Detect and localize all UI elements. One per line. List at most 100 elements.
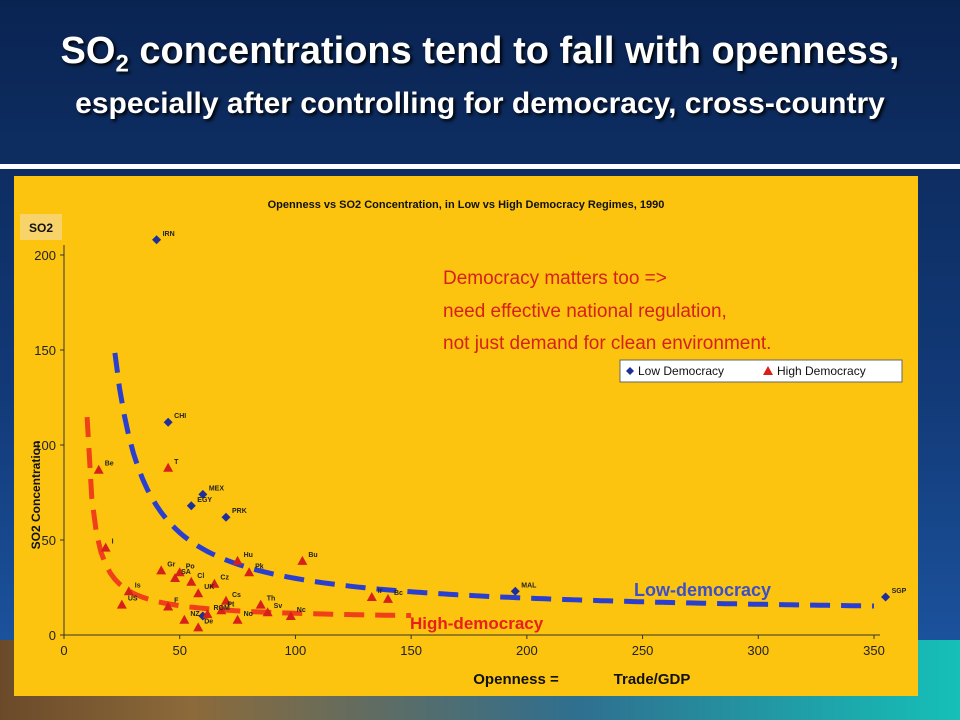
y-tick-label: 200 bbox=[34, 248, 56, 263]
legend-box bbox=[619, 359, 903, 383]
high-democracy-point bbox=[163, 601, 174, 611]
x-tick-label: 50 bbox=[172, 643, 186, 658]
point-label: Gr bbox=[167, 561, 175, 568]
high-democracy-curve-label: High-democracy bbox=[410, 614, 544, 633]
point-label: IRN bbox=[163, 231, 175, 238]
x-tick-label: 0 bbox=[60, 643, 67, 658]
x-axis-label-right: Trade/GDP bbox=[614, 671, 691, 688]
x-tick-label: 100 bbox=[285, 643, 307, 658]
annotation-line-3: not just demand for clean environment. bbox=[443, 333, 771, 354]
point-label: CHI bbox=[174, 413, 186, 420]
x-tick-label: 350 bbox=[863, 643, 885, 658]
legend-high-democracy-marker bbox=[763, 366, 773, 375]
high-democracy-fit-curve bbox=[84, 416, 412, 618]
point-label: Nc bbox=[297, 607, 306, 614]
high-democracy-point bbox=[100, 542, 111, 552]
high-democracy-point bbox=[232, 614, 243, 624]
high-democracy-point bbox=[174, 567, 185, 577]
point-label: Bc bbox=[394, 590, 403, 597]
high-democracy-point bbox=[93, 464, 104, 474]
y-tick-label: 150 bbox=[34, 343, 56, 358]
title-subscript: 2 bbox=[115, 50, 129, 78]
x-tick-label: 250 bbox=[632, 643, 654, 658]
low-democracy-fit-curve bbox=[112, 352, 875, 609]
point-label: No bbox=[244, 611, 253, 618]
high-democracy-point bbox=[170, 573, 181, 582]
low-democracy-curve-label: Low-democracy bbox=[634, 580, 771, 600]
high-democracy-point bbox=[232, 555, 243, 565]
point-label: PRK bbox=[232, 508, 247, 515]
point-label: SA bbox=[181, 569, 191, 576]
high-democracy-point bbox=[202, 609, 213, 619]
title-rest: concentrations tend to fall with opennes… bbox=[128, 30, 900, 72]
high-democracy-point bbox=[244, 567, 255, 577]
title-line-1: SO2 concentrations tend to fall with ope… bbox=[0, 30, 960, 86]
high-democracy-point bbox=[383, 593, 393, 603]
point-label: Po bbox=[186, 563, 195, 570]
low-democracy-point bbox=[163, 417, 173, 427]
low-democracy-point bbox=[152, 235, 162, 245]
title-line-2: especially after controlling for democra… bbox=[75, 86, 885, 120]
legend-low-democracy-label: Low Democracy bbox=[638, 364, 724, 378]
high-democracy-point bbox=[193, 622, 204, 632]
y-tick-label: 0 bbox=[49, 628, 56, 643]
point-label: EGY bbox=[197, 497, 212, 504]
x-tick-label: 300 bbox=[747, 643, 769, 658]
point-label: Cs bbox=[232, 592, 241, 599]
point-label: F bbox=[174, 598, 179, 605]
high-democracy-point bbox=[262, 607, 273, 617]
high-democracy-point bbox=[216, 605, 227, 615]
point-label: US bbox=[128, 596, 138, 603]
title-so: SO bbox=[60, 30, 116, 72]
point-label: Be bbox=[105, 461, 114, 468]
point-label: T bbox=[174, 459, 179, 466]
low-democracy-point bbox=[186, 501, 196, 511]
point-label: Th bbox=[267, 596, 276, 603]
legend-low-democracy-marker bbox=[626, 367, 634, 375]
y-corner-label-box bbox=[20, 214, 62, 240]
point-label: De bbox=[204, 618, 213, 625]
high-democracy-point bbox=[156, 565, 167, 575]
title-divider bbox=[0, 164, 960, 169]
point-label: Sv bbox=[274, 603, 283, 610]
point-label: MAL bbox=[521, 582, 537, 589]
x-tick-label: 150 bbox=[400, 643, 422, 658]
low-democracy-point bbox=[221, 512, 231, 522]
high-democracy-point bbox=[366, 592, 377, 601]
high-democracy-point bbox=[193, 588, 204, 598]
high-democracy-point bbox=[163, 462, 174, 472]
point-label: ROM bbox=[213, 605, 230, 612]
point-label: I bbox=[112, 539, 114, 546]
point-label: Cz bbox=[220, 575, 229, 582]
point-label: Pk bbox=[255, 563, 264, 570]
high-democracy-point bbox=[297, 555, 308, 565]
point-label: Pt bbox=[227, 601, 235, 608]
low-democracy-point bbox=[198, 489, 208, 499]
high-democracy-point bbox=[221, 595, 231, 605]
point-label: Bu bbox=[308, 552, 317, 559]
y-axis-label: SO2 Concentration bbox=[29, 441, 43, 550]
point-label: SGP bbox=[892, 588, 907, 595]
point-label: Is bbox=[135, 582, 141, 589]
y-tick-label: 50 bbox=[42, 533, 56, 548]
high-democracy-point bbox=[255, 599, 266, 609]
point-label: Hu bbox=[244, 552, 253, 559]
point-label: Cl bbox=[197, 573, 204, 580]
low-democracy-point bbox=[881, 592, 891, 602]
low-democracy-point bbox=[510, 586, 520, 596]
point-label: MEX bbox=[209, 485, 225, 492]
slide-title: SO2 concentrations tend to fall with ope… bbox=[0, 30, 960, 122]
annotation-line-2: need effective national regulation, bbox=[443, 301, 727, 322]
y-tick-label: 100 bbox=[34, 438, 56, 453]
high-democracy-point bbox=[209, 578, 220, 588]
annotation-line-1: Democracy matters too => bbox=[443, 268, 667, 289]
point-label: UK bbox=[204, 584, 214, 591]
high-democracy-point bbox=[186, 576, 197, 586]
x-tick-label: 200 bbox=[516, 643, 538, 658]
high-democracy-point bbox=[179, 614, 190, 624]
y-corner-label: SO2 bbox=[29, 221, 53, 235]
point-label: NZ bbox=[190, 611, 200, 618]
high-democracy-point bbox=[285, 611, 296, 620]
chart-title: Openness vs SO2 Concentration, in Low vs… bbox=[268, 199, 665, 211]
x-axis-label-left: Openness = bbox=[473, 671, 559, 688]
